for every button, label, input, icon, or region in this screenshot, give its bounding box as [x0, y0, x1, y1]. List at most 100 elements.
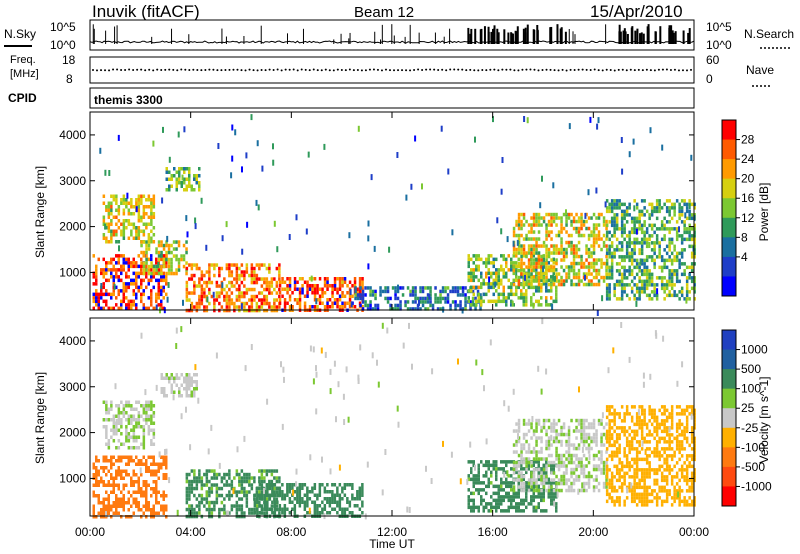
- heatmap-cell: [527, 446, 531, 451]
- freq-point: [328, 69, 331, 72]
- freq-point: [413, 69, 416, 72]
- heatmap-cell: [550, 488, 553, 492]
- heatmap-cell: [542, 271, 545, 276]
- heatmap-cell: [590, 261, 593, 266]
- heatmap-cell: [147, 264, 151, 269]
- heatmap-cell: [525, 282, 528, 287]
- heatmap-cell: [366, 307, 370, 311]
- heatmap-cell: [255, 308, 259, 313]
- heatmap-cell: [162, 271, 165, 276]
- heatmap-cell: [477, 292, 480, 297]
- heatmap-cell: [532, 216, 536, 220]
- heatmap-cell: [630, 429, 634, 434]
- heatmap-cell: [510, 481, 513, 485]
- heatmap-cell: [522, 299, 525, 304]
- heatmap-cell: [150, 414, 153, 418]
- heatmap-cell: [552, 268, 556, 273]
- heatmap-cell: [537, 212, 541, 217]
- heatmap-cell: [275, 469, 279, 473]
- freq-point: [176, 69, 179, 72]
- heatmap-cell: [525, 237, 528, 241]
- heatmap-cell: [338, 287, 342, 291]
- heatmap-cell: [137, 194, 141, 198]
- heatmap-cell: [155, 462, 158, 466]
- heatmap-cell: [470, 303, 473, 307]
- heatmap-cell: [198, 507, 201, 512]
- heatmap-cell: [555, 292, 558, 297]
- heatmap-cell: [152, 271, 156, 276]
- heatmap-cell: [193, 273, 196, 278]
- heatmap-cell: [507, 491, 510, 496]
- heatmap-cell: [680, 213, 684, 217]
- heatmap-cell: [610, 489, 614, 493]
- heatmap-cell: [592, 230, 596, 234]
- heatmap-cell: [115, 501, 118, 505]
- heatmap-cell: [567, 265, 571, 269]
- heatmap-cell: [132, 261, 135, 265]
- heatmap-cell: [461, 286, 465, 290]
- heatmap-cell: [210, 507, 214, 512]
- heatmap-cell: [266, 507, 269, 511]
- heatmap-cell: [301, 284, 304, 288]
- heatmap-cell: [660, 265, 664, 270]
- heatmap-cell: [125, 257, 128, 262]
- heatmap-cell: [572, 478, 576, 482]
- heatmap-cell: [625, 461, 629, 465]
- heatmap-cell: [288, 280, 292, 284]
- heatmap-cell: [693, 251, 696, 256]
- freq-point: [96, 69, 99, 72]
- heatmap-cell: [512, 443, 516, 447]
- heatmap-cell: [467, 296, 470, 300]
- heatmap-cell: [532, 491, 535, 496]
- heatmap-cell: [693, 286, 696, 291]
- heatmap-cell: [570, 261, 573, 266]
- heatmap-cell: [225, 493, 229, 498]
- heatmap-cell: [552, 247, 556, 252]
- heatmap-cell: [570, 251, 573, 255]
- heatmap-cell: [567, 432, 571, 437]
- heatmap-cell: [472, 460, 475, 464]
- heatmap-cell: [145, 268, 148, 272]
- heatmap-cell: [605, 499, 609, 504]
- heatmap-cell: [550, 422, 553, 426]
- heatmap-cell: [517, 219, 521, 224]
- heatmap-cell: [505, 257, 508, 262]
- heatmap-cell: [117, 219, 121, 223]
- heatmap-cell: [168, 188, 171, 192]
- heatmap-cell: [105, 222, 108, 226]
- heatmap-cell: [160, 240, 163, 244]
- heatmap-cell: [482, 481, 485, 485]
- heatmap-cell: [157, 511, 160, 515]
- heatmap-cell: [238, 284, 241, 288]
- heatmap-cell: [480, 285, 483, 290]
- heatmap-cell: [633, 485, 636, 490]
- heatmap-cell: [577, 272, 581, 276]
- heatmap-cell: [630, 241, 634, 245]
- heatmap-cell: [597, 464, 601, 468]
- heatmap-cell: [333, 287, 337, 291]
- heatmap-cell: [537, 230, 541, 234]
- heatmap-cell: [560, 279, 563, 283]
- heatmap-cell: [95, 271, 98, 276]
- heatmap-cell: [555, 502, 558, 506]
- heatmap-cell: [480, 303, 483, 307]
- heatmap-cell: [658, 206, 661, 210]
- heatmap-cell: [475, 481, 478, 485]
- heatmap-cell: [346, 301, 349, 305]
- heatmap-cell: [683, 262, 686, 266]
- heatmap-cell: [165, 462, 168, 466]
- heatmap-cell: [608, 433, 611, 437]
- heatmap-cell: [132, 418, 136, 422]
- heatmap-cell: [130, 233, 133, 237]
- heatmap-cell: [416, 307, 420, 311]
- heatmap-cell: [328, 284, 332, 288]
- heatmap-cell: [550, 237, 553, 241]
- heatmap-cell: [145, 250, 148, 255]
- heatmap-cell: [142, 205, 146, 209]
- heatmap-cell: [283, 511, 287, 515]
- heatmap-cell: [348, 301, 352, 305]
- heatmap-cell: [577, 268, 581, 273]
- heatmap-cell: [145, 226, 148, 230]
- heatmap-cell: [120, 418, 123, 422]
- heatmap-cell: [620, 244, 624, 249]
